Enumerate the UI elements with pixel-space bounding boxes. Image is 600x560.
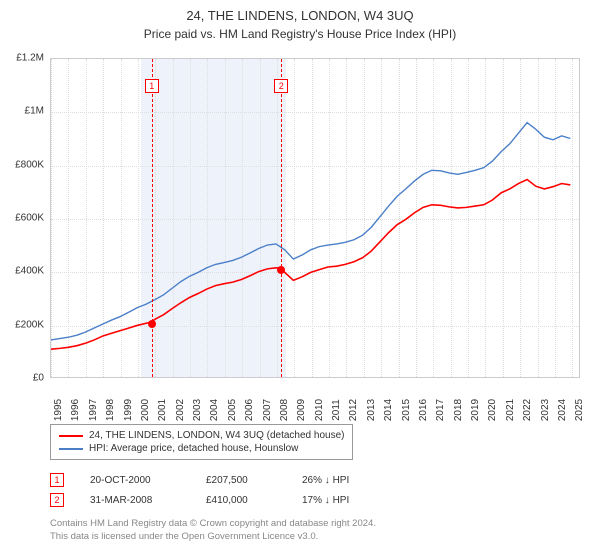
- x-tick-label: 1997: [88, 399, 99, 421]
- sale-delta: 17% ↓ HPI: [302, 495, 349, 506]
- x-tick-label: 2020: [487, 399, 498, 421]
- x-tick-label: 2006: [244, 399, 255, 421]
- x-tick-label: 2021: [505, 399, 516, 421]
- x-tick-label: 2025: [574, 399, 585, 421]
- x-tick-label: 2017: [435, 399, 446, 421]
- sale-date: 31-MAR-2008: [90, 495, 180, 506]
- x-axis: 1995 1996 1997 1998 1999 2000 2001 2002 2003 2004…: [50, 380, 580, 420]
- series-line-hpi: [51, 123, 570, 340]
- y-tick-label: £1.2M: [16, 53, 44, 64]
- x-tick-label: 2009: [296, 399, 307, 421]
- x-tick-label: 2007: [262, 399, 273, 421]
- sale-marker-line: [281, 59, 282, 377]
- x-tick-label: 2003: [192, 399, 203, 421]
- sale-date: 20-OCT-2000: [90, 475, 180, 486]
- x-tick-label: 2001: [157, 399, 168, 421]
- x-tick-label: 2005: [227, 399, 238, 421]
- y-tick-label: £200K: [15, 319, 44, 330]
- x-tick-label: 1998: [105, 399, 116, 421]
- attribution-line: Contains HM Land Registry data © Crown c…: [50, 518, 376, 531]
- sales-row: 2 31-MAR-2008 £410,000 17% ↓ HPI: [50, 490, 349, 510]
- legend-label: HPI: Average price, detached house, Houn…: [89, 443, 298, 454]
- attribution: Contains HM Land Registry data © Crown c…: [50, 518, 376, 544]
- y-tick-label: £600K: [15, 213, 44, 224]
- x-tick-label: 2012: [348, 399, 359, 421]
- x-tick-label: 2023: [540, 399, 551, 421]
- x-tick-label: 2004: [209, 399, 220, 421]
- sale-price: £207,500: [206, 475, 276, 486]
- sale-delta: 26% ↓ HPI: [302, 475, 349, 486]
- chart-title: 24, THE LINDENS, LONDON, W4 3UQ: [0, 0, 600, 23]
- plot-area: 12: [50, 58, 580, 378]
- legend-swatch: [59, 448, 83, 450]
- legend-item: HPI: Average price, detached house, Houn…: [59, 442, 344, 455]
- x-tick-label: 2019: [470, 399, 481, 421]
- x-tick-label: 2008: [279, 399, 290, 421]
- x-tick-label: 2016: [418, 399, 429, 421]
- sale-marker-box: 1: [50, 473, 64, 487]
- sale-point-dot: [277, 266, 285, 274]
- chart-container: 24, THE LINDENS, LONDON, W4 3UQ Price pa…: [0, 0, 600, 560]
- sales-table: 1 20-OCT-2000 £207,500 26% ↓ HPI 2 31-MA…: [50, 470, 349, 510]
- attribution-line: This data is licensed under the Open Gov…: [50, 531, 376, 544]
- x-tick-label: 2018: [453, 399, 464, 421]
- y-tick-label: £0: [33, 373, 44, 384]
- series-line-property: [51, 180, 570, 350]
- x-tick-label: 2024: [557, 399, 568, 421]
- sale-marker-line: [152, 59, 153, 377]
- y-tick-label: £800K: [15, 159, 44, 170]
- x-tick-label: 2015: [401, 399, 412, 421]
- sale-marker-label: 2: [274, 79, 288, 93]
- legend-swatch: [59, 435, 83, 437]
- x-tick-label: 2000: [140, 399, 151, 421]
- sales-row: 1 20-OCT-2000 £207,500 26% ↓ HPI: [50, 470, 349, 490]
- y-axis: £0£200K£400K£600K£800K£1M£1.2M: [0, 58, 48, 378]
- sale-price: £410,000: [206, 495, 276, 506]
- x-tick-label: 2010: [314, 399, 325, 421]
- x-tick-label: 2022: [522, 399, 533, 421]
- legend: 24, THE LINDENS, LONDON, W4 3UQ (detache…: [50, 424, 353, 460]
- chart-subtitle: Price paid vs. HM Land Registry's House …: [0, 23, 600, 47]
- legend-label: 24, THE LINDENS, LONDON, W4 3UQ (detache…: [89, 430, 344, 441]
- x-tick-label: 2011: [331, 399, 342, 421]
- x-tick-label: 2013: [366, 399, 377, 421]
- legend-item: 24, THE LINDENS, LONDON, W4 3UQ (detache…: [59, 429, 344, 442]
- x-tick-label: 1996: [70, 399, 81, 421]
- x-tick-label: 2014: [383, 399, 394, 421]
- x-tick-label: 1995: [53, 399, 64, 421]
- sale-point-dot: [148, 320, 156, 328]
- x-tick-label: 1999: [123, 399, 134, 421]
- line-series-svg: [51, 59, 579, 377]
- x-tick-label: 2002: [175, 399, 186, 421]
- y-tick-label: £1M: [25, 106, 44, 117]
- sale-marker-box: 2: [50, 493, 64, 507]
- y-tick-label: £400K: [15, 266, 44, 277]
- sale-marker-label: 1: [145, 79, 159, 93]
